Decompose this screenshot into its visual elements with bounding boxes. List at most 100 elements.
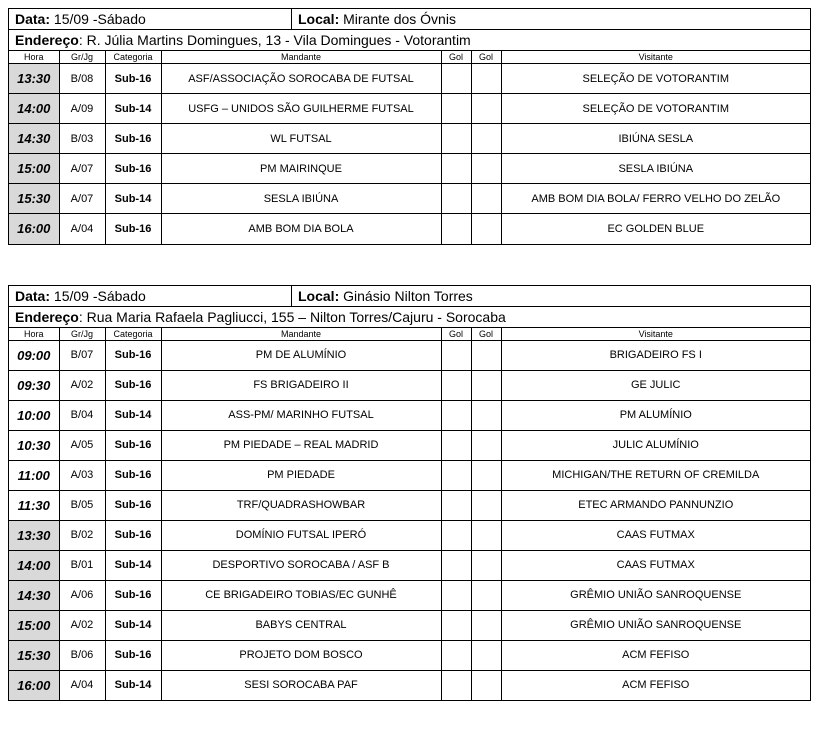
cell-gol-visitante bbox=[471, 430, 501, 460]
cell-hora: 15:30 bbox=[9, 640, 59, 670]
schedule-block: Data: 15/09 -SábadoLocal: Ginásio Nilton… bbox=[8, 285, 811, 702]
table-row: 13:30B/02Sub-16DOMÍNIO FUTSAL IPERÓ CAAS … bbox=[9, 520, 810, 550]
cell-grjg: A/04 bbox=[59, 670, 105, 700]
schedule-table: HoraGr/JgCategoriaMandanteGolGolVisitant… bbox=[9, 51, 810, 244]
cell-gol-visitante bbox=[471, 184, 501, 214]
cell-gol-visitante bbox=[471, 490, 501, 520]
cell-mandante: SESI SOROCABA PAF bbox=[161, 670, 441, 700]
cell-visitante: SELEÇÃO DE VOTORANTIM bbox=[501, 94, 810, 124]
cell-hora: 15:00 bbox=[9, 154, 59, 184]
cell-grjg: B/02 bbox=[59, 520, 105, 550]
cell-gol-mandante bbox=[441, 214, 471, 244]
cell-grjg: A/07 bbox=[59, 154, 105, 184]
cell-gol-visitante bbox=[471, 64, 501, 94]
table-row: 14:00A/09Sub-14USFG – UNIDOS SÃO GUILHER… bbox=[9, 94, 810, 124]
cell-gol-mandante bbox=[441, 184, 471, 214]
col-header-grjg: Gr/Jg bbox=[59, 328, 105, 341]
cell-mandante: ASS-PM/ MARINHO FUTSAL bbox=[161, 400, 441, 430]
address-row: Endereço: Rua Maria Rafaela Pagliucci, 1… bbox=[9, 307, 810, 328]
cell-visitante: GRÊMIO UNIÃO SANROQUENSE bbox=[501, 580, 810, 610]
cell-grjg: A/07 bbox=[59, 184, 105, 214]
cell-mandante: CE BRIGADEIRO TOBIAS/EC GUNHÊ bbox=[161, 580, 441, 610]
col-header-hora: Hora bbox=[9, 328, 59, 341]
cell-gol-mandante bbox=[441, 460, 471, 490]
cell-mandante: PM PIEDADE – REAL MADRID bbox=[161, 430, 441, 460]
cell-hora: 13:30 bbox=[9, 64, 59, 94]
cell-visitante: CAAS FUTMAX bbox=[501, 520, 810, 550]
cell-hora: 09:00 bbox=[9, 340, 59, 370]
col-header-gol: Gol bbox=[441, 328, 471, 341]
table-row: 11:30B/05Sub-16TRF/QUADRASHOWBARETEC ARM… bbox=[9, 490, 810, 520]
cell-mandante: WL FUTSAL bbox=[161, 124, 441, 154]
cell-gol-visitante bbox=[471, 94, 501, 124]
table-header-row: HoraGr/JgCategoriaMandanteGolGolVisitant… bbox=[9, 51, 810, 64]
value-local: Mirante dos Óvnis bbox=[343, 11, 456, 27]
cell-gol-mandante bbox=[441, 400, 471, 430]
cell-gol-visitante bbox=[471, 670, 501, 700]
table-header-row: HoraGr/JgCategoriaMandanteGolGolVisitant… bbox=[9, 328, 810, 341]
cell-hora: 09:30 bbox=[9, 370, 59, 400]
header-row: Data: 15/09 -SábadoLocal: Mirante dos Óv… bbox=[9, 9, 810, 30]
table-row: 15:30B/06Sub-16PROJETO DOM BOSCOACM FEFI… bbox=[9, 640, 810, 670]
cell-gol-visitante bbox=[471, 460, 501, 490]
label-data: Data: bbox=[15, 288, 50, 304]
cell-visitante: SELEÇÃO DE VOTORANTIM bbox=[501, 64, 810, 94]
table-row: 14:00B/01Sub-14DESPORTIVO SOROCABA / ASF… bbox=[9, 550, 810, 580]
cell-categoria: Sub-16 bbox=[105, 460, 161, 490]
cell-visitante: SESLA IBIÚNA bbox=[501, 154, 810, 184]
schedule-root: Data: 15/09 -SábadoLocal: Mirante dos Óv… bbox=[8, 8, 813, 701]
cell-visitante: JULIC ALUMÍNIO bbox=[501, 430, 810, 460]
table-row: 15:00A/07Sub-16PM MAIRINQUESESLA IBIÚNA bbox=[9, 154, 810, 184]
cell-visitante: CAAS FUTMAX bbox=[501, 550, 810, 580]
cell-gol-visitante bbox=[471, 124, 501, 154]
cell-visitante: MICHIGAN/THE RETURN OF CREMILDA bbox=[501, 460, 810, 490]
cell-grjg: B/08 bbox=[59, 64, 105, 94]
value-endereco: R. Júlia Martins Domingues, 13 - Vila Do… bbox=[87, 32, 471, 48]
cell-gol-visitante bbox=[471, 610, 501, 640]
cell-mandante: PM MAIRINQUE bbox=[161, 154, 441, 184]
cell-mandante: ASF/ASSOCIAÇÃO SOROCABA DE FUTSAL bbox=[161, 64, 441, 94]
header-local: Local: Mirante dos Óvnis bbox=[292, 9, 810, 29]
table-row: 16:00A/04Sub-14SESI SOROCABA PAFACM FEFI… bbox=[9, 670, 810, 700]
cell-gol-mandante bbox=[441, 610, 471, 640]
cell-gol-mandante bbox=[441, 64, 471, 94]
cell-grjg: A/04 bbox=[59, 214, 105, 244]
cell-hora: 14:30 bbox=[9, 124, 59, 154]
cell-hora: 14:00 bbox=[9, 550, 59, 580]
cell-gol-mandante bbox=[441, 154, 471, 184]
cell-categoria: Sub-16 bbox=[105, 520, 161, 550]
cell-hora: 14:00 bbox=[9, 94, 59, 124]
endereco-colon: : bbox=[79, 309, 87, 325]
cell-hora: 13:30 bbox=[9, 520, 59, 550]
cell-gol-visitante bbox=[471, 640, 501, 670]
cell-categoria: Sub-16 bbox=[105, 124, 161, 154]
cell-visitante: BRIGADEIRO FS I bbox=[501, 340, 810, 370]
col-header-visitante: Visitante bbox=[501, 328, 810, 341]
cell-mandante: FS BRIGADEIRO II bbox=[161, 370, 441, 400]
cell-categoria: Sub-16 bbox=[105, 340, 161, 370]
table-row: 11:00A/03Sub-16PM PIEDADEMICHIGAN/THE RE… bbox=[9, 460, 810, 490]
cell-mandante: AMB BOM DIA BOLA bbox=[161, 214, 441, 244]
cell-categoria: Sub-14 bbox=[105, 670, 161, 700]
col-header-mandante: Mandante bbox=[161, 51, 441, 64]
cell-grjg: B/05 bbox=[59, 490, 105, 520]
cell-hora: 16:00 bbox=[9, 214, 59, 244]
cell-grjg: A/03 bbox=[59, 460, 105, 490]
table-row: 15:30A/07Sub-14SESLA IBIÚNAAMB BOM DIA B… bbox=[9, 184, 810, 214]
cell-grjg: B/07 bbox=[59, 340, 105, 370]
cell-visitante: GE JULIC bbox=[501, 370, 810, 400]
table-row: 16:00A/04Sub-16AMB BOM DIA BOLAEC GOLDEN… bbox=[9, 214, 810, 244]
cell-grjg: A/02 bbox=[59, 610, 105, 640]
col-header-mandante: Mandante bbox=[161, 328, 441, 341]
table-row: 10:30A/05Sub-16PM PIEDADE – REAL MADRIDJ… bbox=[9, 430, 810, 460]
cell-mandante: DOMÍNIO FUTSAL IPERÓ bbox=[161, 520, 441, 550]
cell-categoria: Sub-16 bbox=[105, 370, 161, 400]
cell-gol-mandante bbox=[441, 520, 471, 550]
cell-gol-mandante bbox=[441, 94, 471, 124]
cell-categoria: Sub-16 bbox=[105, 640, 161, 670]
cell-categoria: Sub-16 bbox=[105, 214, 161, 244]
table-row: 14:30A/06Sub-16CE BRIGADEIRO TOBIAS/EC G… bbox=[9, 580, 810, 610]
cell-gol-visitante bbox=[471, 370, 501, 400]
cell-grjg: B/04 bbox=[59, 400, 105, 430]
cell-hora: 10:00 bbox=[9, 400, 59, 430]
